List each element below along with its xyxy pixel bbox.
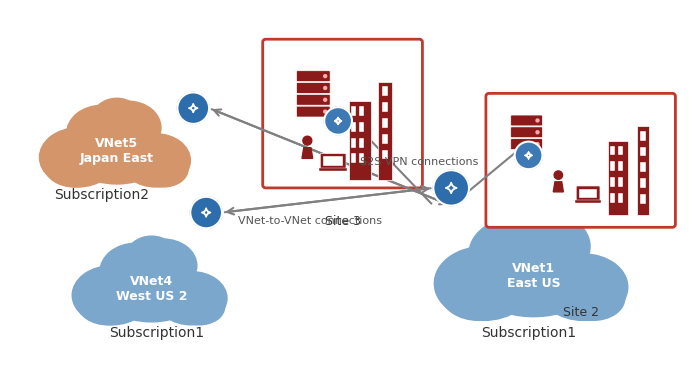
Bar bbox=[640, 178, 645, 188]
Ellipse shape bbox=[66, 119, 167, 184]
Bar bbox=[359, 153, 364, 163]
Polygon shape bbox=[302, 148, 313, 158]
FancyBboxPatch shape bbox=[576, 186, 600, 201]
Polygon shape bbox=[553, 182, 564, 192]
Bar bbox=[349, 101, 371, 180]
Bar bbox=[608, 141, 628, 215]
Text: VNet-to-VNet connections: VNet-to-VNet connections bbox=[238, 216, 382, 226]
Bar bbox=[359, 122, 364, 132]
Bar bbox=[319, 168, 347, 171]
Ellipse shape bbox=[502, 210, 566, 261]
Bar bbox=[359, 138, 364, 147]
Circle shape bbox=[323, 110, 327, 113]
Bar bbox=[637, 126, 649, 215]
FancyBboxPatch shape bbox=[320, 153, 346, 169]
Bar bbox=[579, 189, 597, 198]
Ellipse shape bbox=[174, 289, 225, 325]
Ellipse shape bbox=[538, 254, 628, 320]
Circle shape bbox=[536, 143, 539, 146]
Text: VNet4
West US 2: VNet4 West US 2 bbox=[116, 275, 188, 303]
Ellipse shape bbox=[100, 257, 203, 322]
Circle shape bbox=[323, 87, 327, 89]
Ellipse shape bbox=[72, 266, 152, 325]
Ellipse shape bbox=[561, 276, 625, 320]
Bar bbox=[640, 131, 645, 141]
Ellipse shape bbox=[45, 146, 104, 187]
Circle shape bbox=[554, 171, 563, 179]
Bar bbox=[618, 161, 623, 171]
Ellipse shape bbox=[469, 218, 559, 289]
Bar bbox=[382, 150, 388, 160]
Ellipse shape bbox=[469, 235, 598, 317]
Bar bbox=[618, 177, 623, 187]
Bar bbox=[640, 162, 645, 172]
Circle shape bbox=[536, 131, 539, 134]
Bar bbox=[575, 200, 601, 203]
Ellipse shape bbox=[434, 246, 533, 320]
FancyBboxPatch shape bbox=[511, 139, 542, 150]
Bar bbox=[382, 118, 388, 128]
Circle shape bbox=[433, 170, 469, 205]
Circle shape bbox=[323, 98, 327, 101]
Bar bbox=[323, 157, 343, 166]
Bar bbox=[351, 122, 356, 132]
FancyBboxPatch shape bbox=[296, 82, 330, 93]
Bar bbox=[640, 194, 645, 204]
Bar bbox=[351, 153, 356, 163]
Ellipse shape bbox=[39, 128, 117, 187]
Ellipse shape bbox=[120, 134, 190, 187]
Bar bbox=[640, 147, 645, 157]
Bar bbox=[378, 81, 392, 180]
Ellipse shape bbox=[139, 151, 188, 187]
Text: Site 2: Site 2 bbox=[563, 306, 598, 319]
Bar bbox=[359, 106, 364, 116]
Bar bbox=[610, 193, 615, 203]
Circle shape bbox=[303, 136, 312, 145]
Bar bbox=[351, 106, 356, 116]
Bar bbox=[610, 146, 615, 155]
Ellipse shape bbox=[100, 243, 172, 300]
FancyBboxPatch shape bbox=[486, 93, 676, 227]
Bar bbox=[618, 146, 623, 155]
Bar bbox=[351, 138, 356, 147]
Ellipse shape bbox=[155, 272, 227, 325]
FancyBboxPatch shape bbox=[262, 39, 422, 188]
Text: Site 3: Site 3 bbox=[325, 215, 360, 227]
Bar bbox=[382, 87, 388, 96]
Ellipse shape bbox=[96, 101, 161, 154]
Ellipse shape bbox=[92, 98, 141, 140]
Circle shape bbox=[536, 119, 539, 122]
Ellipse shape bbox=[441, 269, 517, 320]
Circle shape bbox=[323, 75, 327, 78]
Ellipse shape bbox=[66, 105, 136, 162]
Text: Subscription2: Subscription2 bbox=[55, 188, 150, 202]
Ellipse shape bbox=[78, 284, 138, 325]
Text: Subscription1: Subscription1 bbox=[481, 326, 576, 340]
Text: VNet5
Japan East: VNet5 Japan East bbox=[80, 138, 154, 165]
Circle shape bbox=[514, 142, 542, 169]
Bar bbox=[610, 161, 615, 171]
Circle shape bbox=[177, 92, 209, 124]
Text: Subscription1: Subscription1 bbox=[109, 326, 204, 340]
FancyBboxPatch shape bbox=[511, 115, 542, 126]
Ellipse shape bbox=[507, 213, 590, 280]
Circle shape bbox=[324, 107, 352, 135]
Circle shape bbox=[190, 197, 222, 228]
FancyBboxPatch shape bbox=[511, 127, 542, 138]
Bar bbox=[382, 134, 388, 143]
Text: VNet1
East US: VNet1 East US bbox=[507, 262, 560, 290]
Ellipse shape bbox=[126, 236, 177, 277]
Bar bbox=[382, 102, 388, 112]
Ellipse shape bbox=[130, 239, 197, 292]
Bar bbox=[618, 193, 623, 203]
Bar bbox=[610, 177, 615, 187]
FancyBboxPatch shape bbox=[296, 95, 330, 105]
FancyBboxPatch shape bbox=[296, 71, 330, 81]
Text: S2S VPN connections: S2S VPN connections bbox=[360, 157, 479, 167]
FancyBboxPatch shape bbox=[296, 106, 330, 117]
